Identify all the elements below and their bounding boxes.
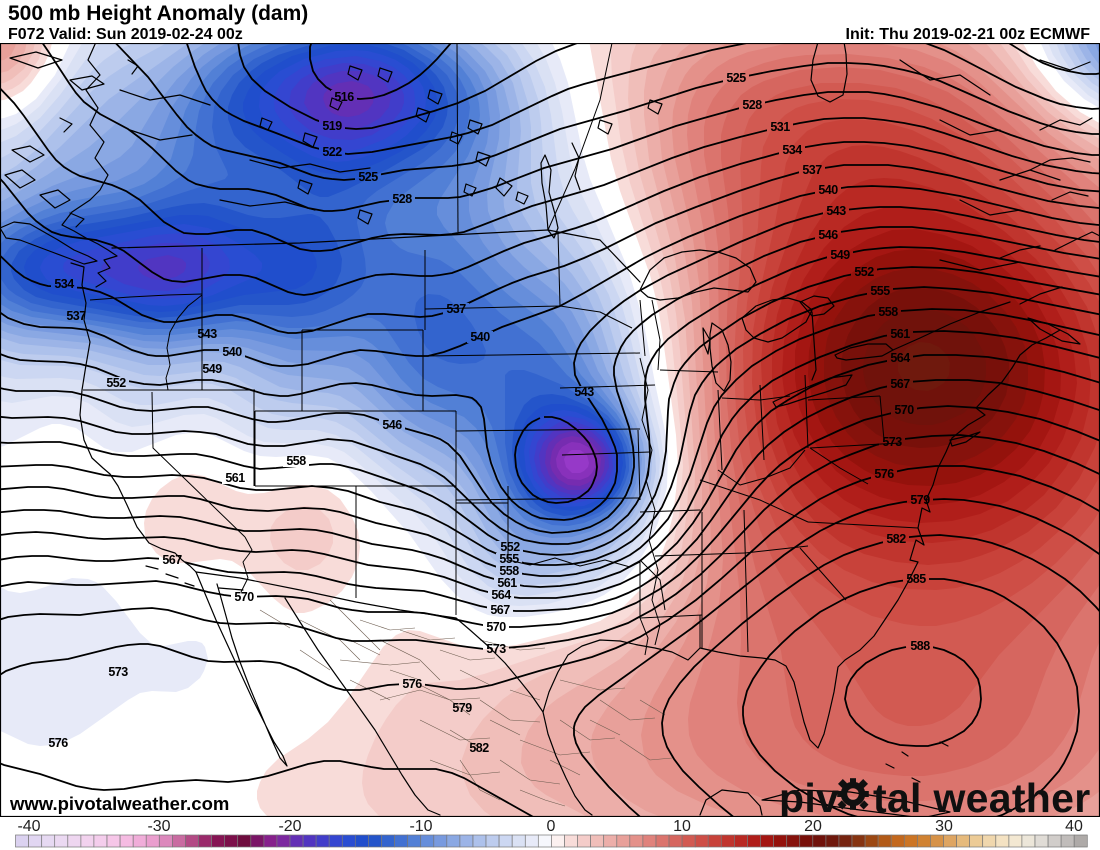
svg-text:564: 564 [491,588,511,602]
svg-text:552: 552 [500,540,520,554]
svg-text:-30: -30 [147,818,170,835]
svg-text:0: 0 [547,818,556,835]
svg-text:543: 543 [826,204,846,218]
svg-text:528: 528 [742,98,762,112]
svg-text:588: 588 [910,639,930,653]
svg-text:540: 540 [818,183,838,197]
svg-text:522: 522 [322,145,342,159]
svg-text:40: 40 [1065,818,1083,835]
svg-text:20: 20 [804,818,822,835]
svg-text:552: 552 [854,265,874,279]
svg-text:573: 573 [882,435,902,449]
svg-text:561: 561 [890,327,910,341]
svg-text:531: 531 [770,120,790,134]
svg-text:555: 555 [499,552,519,566]
svg-text:558: 558 [499,564,519,578]
svg-text:540: 540 [470,330,490,344]
svg-text:585: 585 [906,572,926,586]
svg-text:537: 537 [446,302,466,316]
svg-text:549: 549 [202,362,222,376]
svg-text:-20: -20 [278,818,301,835]
svg-text:573: 573 [108,665,128,679]
svg-text:537: 537 [66,309,86,323]
svg-text:537: 537 [802,163,822,177]
svg-text:576: 576 [402,677,422,691]
svg-text:558: 558 [878,305,898,319]
svg-text:519: 519 [322,119,342,133]
svg-text:www.pivotalweather.com: www.pivotalweather.com [9,793,229,814]
svg-text:570: 570 [234,590,254,604]
svg-text:576: 576 [48,736,68,750]
svg-text:543: 543 [197,327,217,341]
svg-text:567: 567 [890,377,910,391]
svg-text:555: 555 [870,284,890,298]
svg-text:525: 525 [726,71,746,85]
svg-text:579: 579 [452,701,472,715]
svg-text:540: 540 [222,345,242,359]
svg-text:564: 564 [890,351,910,365]
svg-text:582: 582 [469,741,489,755]
svg-text:558: 558 [286,454,306,468]
svg-text:579: 579 [910,493,930,507]
svg-text:piv: piv [779,775,839,821]
svg-text:546: 546 [382,418,402,432]
svg-text:561: 561 [225,471,245,485]
svg-text:570: 570 [486,620,506,634]
svg-text:543: 543 [574,385,594,399]
svg-text:561: 561 [497,576,517,590]
svg-text:tal weather: tal weather [873,775,1091,821]
svg-text:552: 552 [106,376,126,390]
svg-text:30: 30 [935,818,953,835]
svg-text:516: 516 [334,90,354,104]
svg-text:576: 576 [874,467,894,481]
svg-text:567: 567 [162,553,182,567]
svg-text:534: 534 [54,277,74,291]
svg-text:546: 546 [818,228,838,242]
svg-text:567: 567 [490,603,510,617]
svg-text:-40: -40 [17,818,40,835]
svg-text:525: 525 [358,170,378,184]
svg-text:549: 549 [830,248,850,262]
svg-text:573: 573 [486,642,506,656]
svg-text:570: 570 [894,403,914,417]
svg-text:-10: -10 [409,818,432,835]
svg-text:10: 10 [673,818,691,835]
svg-text:528: 528 [392,192,412,206]
svg-text:534: 534 [782,143,802,157]
svg-text:582: 582 [886,532,906,546]
